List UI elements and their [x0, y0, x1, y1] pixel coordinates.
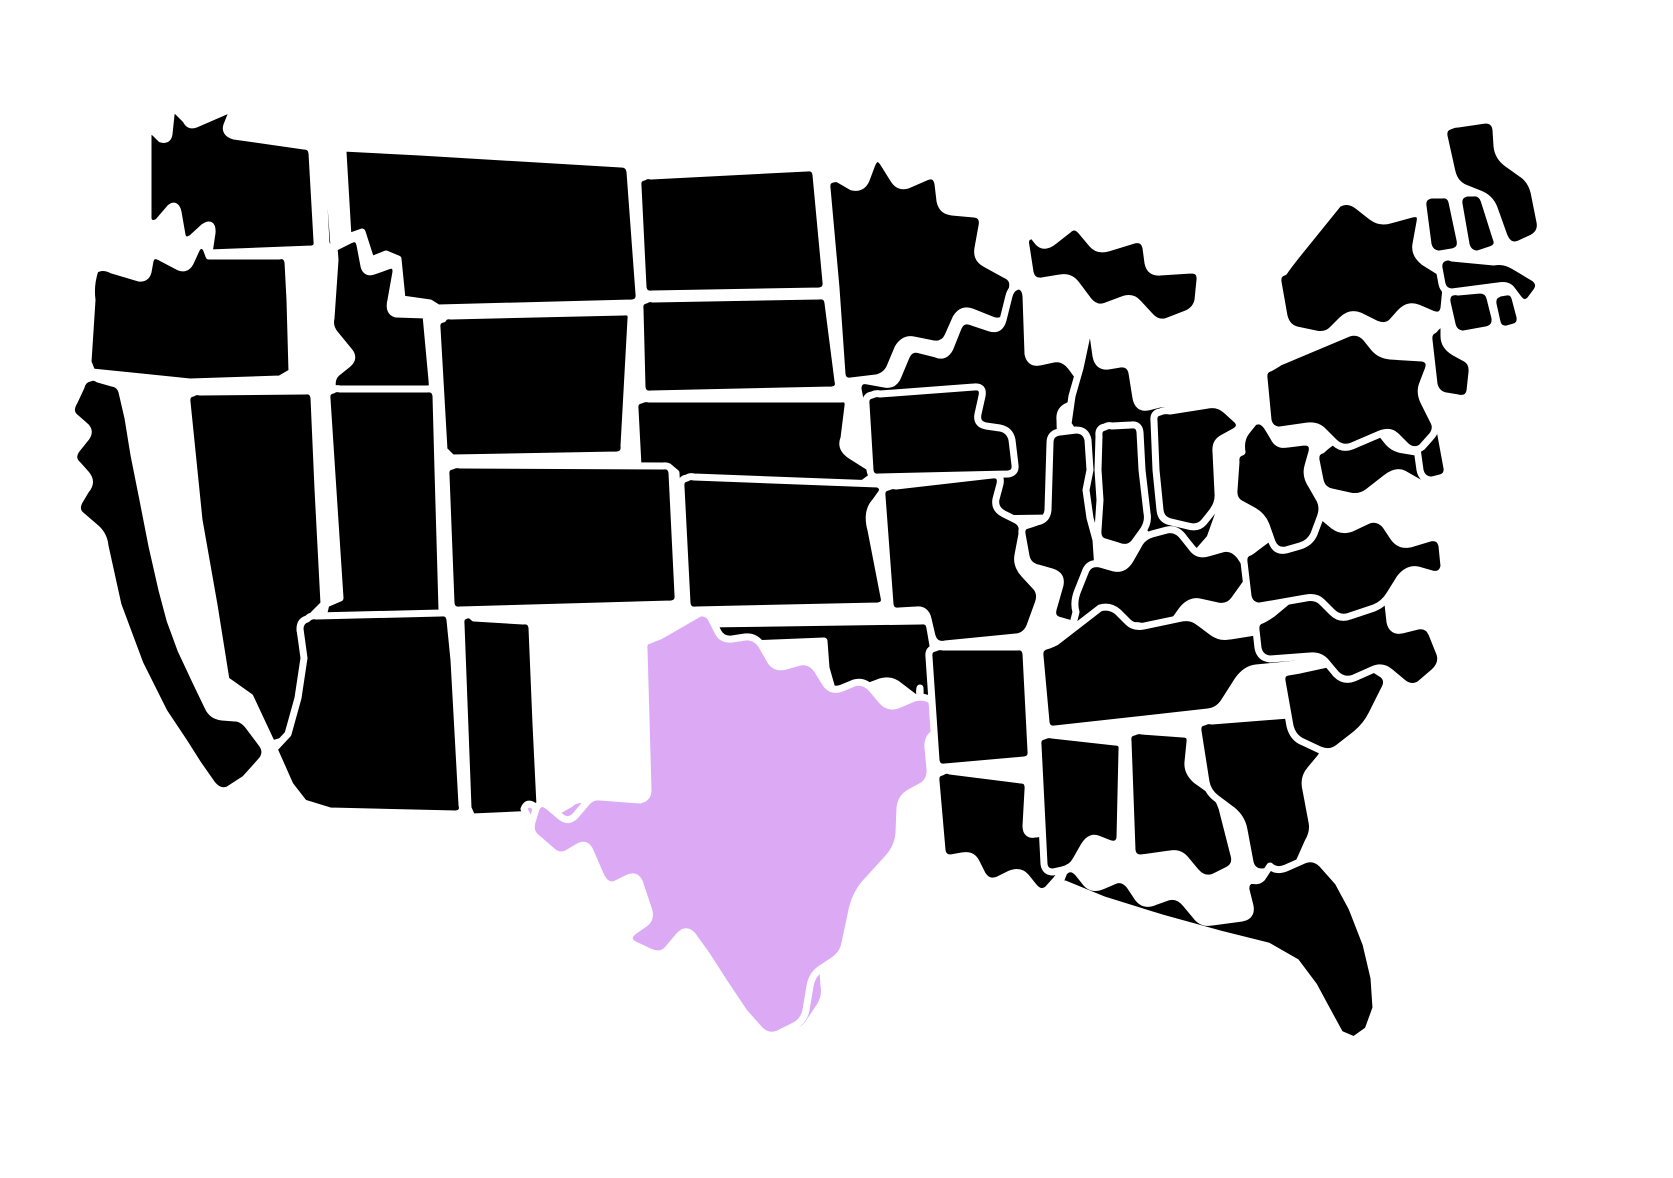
state-california[interactable]: [67, 373, 269, 795]
state-kansas[interactable]: [677, 473, 888, 614]
state-maine[interactable]: [1440, 116, 1544, 249]
state-arkansas[interactable]: [925, 643, 1035, 771]
state-idaho[interactable]: [317, 143, 440, 459]
state-rhode-island[interactable]: [1489, 288, 1524, 333]
state-louisiana[interactable]: [932, 766, 1065, 896]
state-alabama[interactable]: [1124, 727, 1239, 882]
state-new-jersey[interactable]: [1425, 321, 1476, 402]
state-connecticut[interactable]: [1443, 286, 1499, 338]
state-missouri[interactable]: [878, 471, 1044, 648]
state-mississippi[interactable]: [1034, 731, 1126, 876]
state-new-hampshire[interactable]: [1455, 189, 1501, 258]
state-michigan-upper-peninsula[interactable]: [1022, 223, 1204, 326]
state-montana[interactable]: [339, 144, 643, 312]
state-wyoming[interactable]: [433, 308, 635, 462]
state-iowa[interactable]: [862, 383, 1019, 481]
state-oregon[interactable]: [84, 241, 296, 386]
state-massachusetts[interactable]: [1435, 253, 1543, 307]
state-south-dakota[interactable]: [636, 292, 842, 398]
states-layer: [67, 106, 1544, 1044]
state-indiana[interactable]: [1094, 421, 1151, 551]
state-pennsylvania[interactable]: [1260, 328, 1439, 454]
state-new-york[interactable]: [1274, 197, 1450, 338]
state-nevada[interactable]: [183, 387, 328, 748]
state-colorado[interactable]: [442, 461, 682, 614]
state-arizona[interactable]: [270, 609, 466, 818]
state-north-dakota[interactable]: [634, 164, 830, 298]
state-florida[interactable]: [1056, 855, 1380, 1044]
state-washington[interactable]: [144, 106, 321, 257]
state-new-mexico[interactable]: [457, 611, 544, 821]
state-vermont[interactable]: [1419, 191, 1464, 258]
state-minnesota[interactable]: [823, 155, 1017, 385]
state-texas-outline[interactable]: [527, 609, 955, 1039]
state-ohio[interactable]: [1150, 401, 1243, 531]
